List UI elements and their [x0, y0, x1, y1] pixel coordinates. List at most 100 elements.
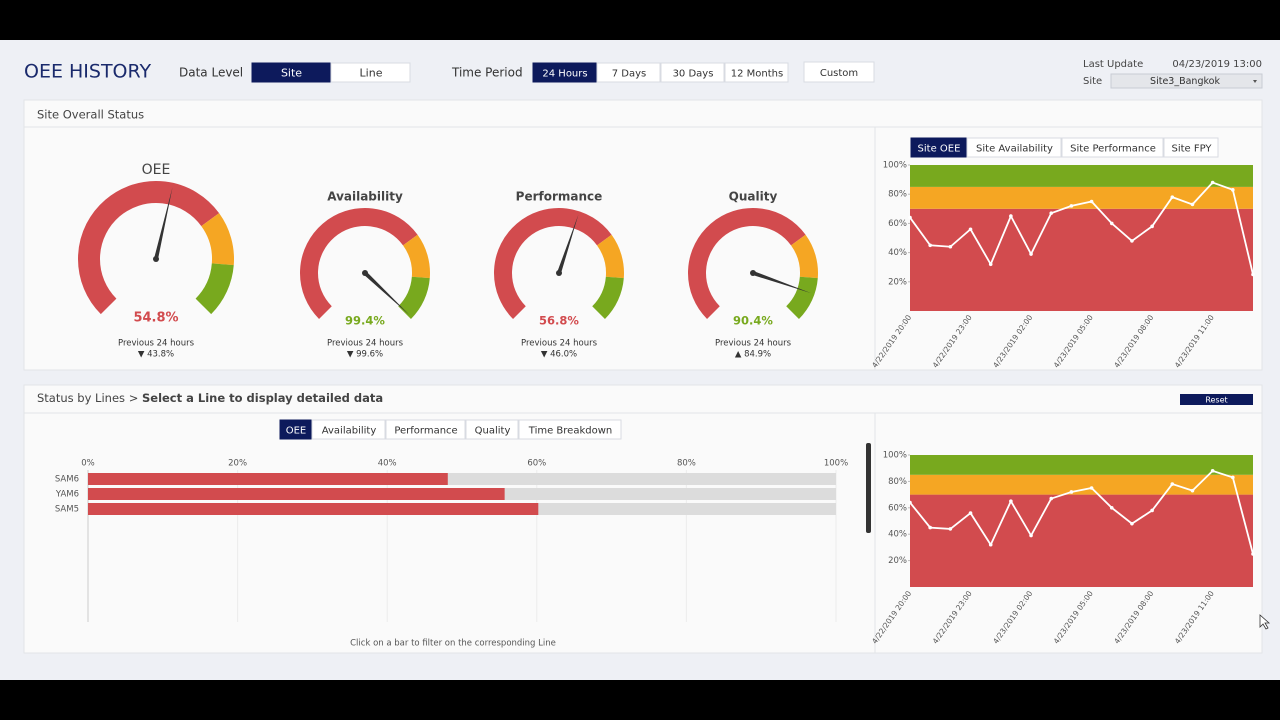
footnote: Click on a bar to filter on the correspo…	[350, 639, 556, 649]
gauge-band	[591, 276, 624, 319]
y-tick-label: 40%	[888, 530, 907, 540]
trend-point	[1130, 521, 1134, 526]
gauge-value: 99.4%	[345, 314, 385, 328]
trend-tab-button[interactable]	[1163, 137, 1219, 158]
scrollbar[interactable]	[866, 443, 871, 533]
gauge-title: Availability	[327, 190, 403, 204]
y-tick-label: 80%	[888, 477, 907, 487]
time-period-label: 7 Days	[612, 69, 647, 80]
instruction: Select a Line to display detailed data	[142, 391, 383, 405]
gauge-title: OEE	[142, 162, 171, 178]
trend-point	[1009, 214, 1013, 218]
trend-point	[1049, 211, 1054, 215]
data-level-button[interactable]	[330, 62, 411, 83]
gauge-value: 54.8%	[133, 311, 178, 326]
dropdown-arrow	[1253, 80, 1257, 83]
trend-point	[1049, 496, 1054, 501]
gauge-value: 90.4%	[733, 314, 773, 328]
gauge-band	[201, 213, 234, 266]
trend-tab-button[interactable]	[966, 137, 1062, 158]
time-period-button[interactable]	[532, 62, 597, 83]
trend-point	[1170, 195, 1175, 199]
gauge-band	[790, 234, 818, 279]
bar[interactable]	[88, 503, 539, 515]
y-tick-label: 20%	[888, 556, 907, 566]
gauge-hub	[556, 270, 562, 276]
data-level-button[interactable]	[251, 62, 331, 83]
trend-point	[968, 227, 973, 232]
trend-tab-button[interactable]	[910, 137, 967, 158]
bar-category-label: SAM6	[55, 475, 79, 485]
gauge-band	[195, 262, 234, 315]
time-period-label: Time Period	[451, 66, 523, 80]
x-tick-label: 0%	[81, 459, 95, 469]
gauge-note: Previous 24 hours	[715, 339, 792, 349]
y-tick-label: 100%	[883, 451, 907, 461]
trend-tab-label: Site Availability	[976, 144, 1053, 155]
time-period-button[interactable]	[724, 62, 789, 83]
trend-point	[1109, 506, 1114, 510]
gauge-band	[596, 234, 624, 279]
site-dropdown[interactable]	[1110, 73, 1263, 89]
metric-tab-label: Time Breakdown	[528, 426, 612, 437]
site-label: Site	[1083, 76, 1102, 87]
panel-title: Status by Lines > Select a Line to displ…	[37, 391, 383, 405]
trend-tab-label: Site FPY	[1171, 144, 1212, 155]
panel-title: Site Overall Status	[37, 108, 144, 122]
trend-tab-button[interactable]	[1061, 137, 1164, 158]
trend-point	[1190, 488, 1195, 493]
trend-point	[988, 262, 993, 267]
reset-button[interactable]	[1180, 394, 1253, 405]
metric-tab-button[interactable]	[518, 419, 622, 440]
last-update-label: Last Update	[1083, 59, 1143, 70]
time-period-button[interactable]	[660, 62, 725, 83]
custom-button[interactable]	[803, 61, 875, 83]
gauge-band	[402, 234, 430, 279]
gauge-band	[397, 276, 430, 319]
trend-point	[1251, 272, 1255, 277]
metric-tab-button[interactable]	[385, 419, 466, 440]
gauge-needle	[363, 271, 410, 316]
trend-point	[1231, 475, 1235, 480]
threshold-band	[910, 165, 1253, 187]
bar[interactable]	[88, 488, 505, 500]
threshold-band	[910, 208, 1253, 311]
trend-point	[1029, 252, 1033, 256]
data-level-label: Site	[281, 67, 302, 80]
reset-label: Reset	[1205, 396, 1227, 405]
trend-point	[1089, 486, 1094, 490]
time-period-label: 12 Months	[731, 69, 783, 80]
time-period-label: 30 Days	[673, 69, 714, 80]
metric-tab-label: Quality	[475, 426, 511, 437]
trend-point	[1210, 469, 1215, 473]
time-period-button[interactable]	[596, 62, 661, 83]
trend-point	[988, 542, 993, 547]
metric-tab-label: OEE	[286, 426, 307, 437]
trend-point	[1009, 499, 1013, 504]
x-tick-label: 20%	[228, 459, 247, 469]
trend-tab-label: Site OEE	[918, 144, 961, 155]
trend-point	[908, 215, 912, 220]
trend-point	[908, 500, 912, 505]
trend-point	[1150, 224, 1154, 229]
app-title: OEE HISTORY	[24, 61, 152, 83]
trend-point	[1190, 202, 1195, 207]
gauge-hub	[750, 270, 756, 276]
trend-point	[1029, 533, 1033, 538]
gauge-needle	[557, 214, 579, 274]
metric-tab-button[interactable]	[311, 419, 386, 440]
threshold-band	[910, 494, 1253, 587]
x-tick-label: 80%	[677, 459, 696, 469]
metric-tab-label: Availability	[322, 426, 377, 437]
gauge-value: 56.8%	[539, 314, 579, 328]
gauge-hub	[362, 270, 368, 276]
threshold-band	[910, 474, 1253, 495]
metric-tab-button[interactable]	[465, 419, 519, 440]
bar[interactable]	[88, 473, 448, 485]
gauge-band	[785, 276, 818, 319]
trend-point	[1109, 221, 1114, 226]
trend-point	[968, 511, 973, 515]
metric-tab-button[interactable]	[279, 419, 312, 440]
